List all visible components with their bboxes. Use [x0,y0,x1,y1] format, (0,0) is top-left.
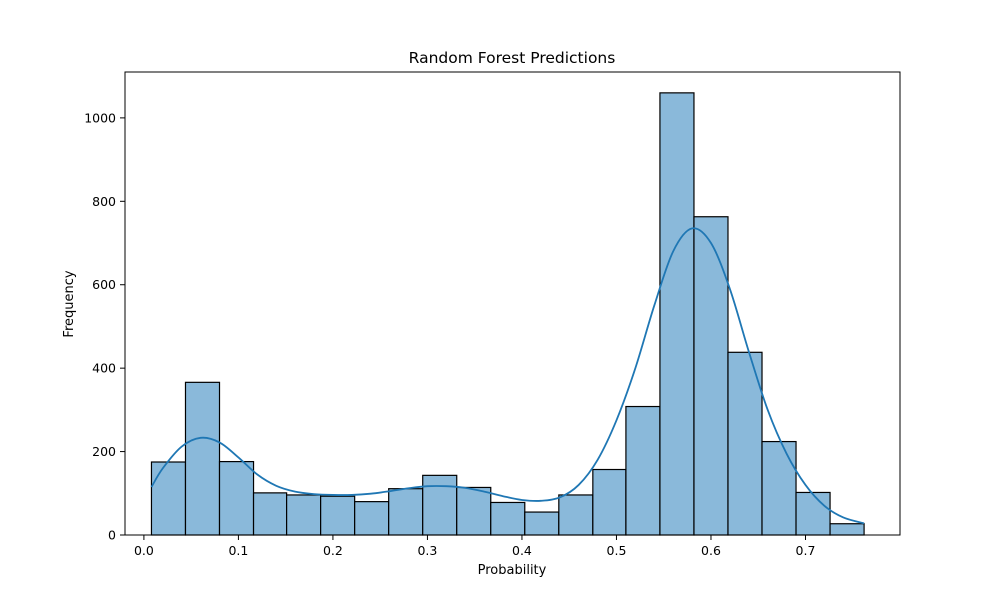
histogram-bar [422,474,458,536]
histogram-bar [388,488,424,536]
chart-title: Random Forest Predictions [409,49,616,67]
y-tick-label: 0 [108,528,116,543]
x-tick-label: 0.7 [796,543,816,558]
histogram-bar [320,495,356,536]
y-tick-label: 200 [92,444,116,459]
x-tick-label: 0.1 [228,543,248,558]
histogram-bar [592,468,627,536]
histogram-bar [354,501,390,536]
x-tick-label: 0.4 [512,543,532,558]
histogram-bar [558,494,594,536]
histogram-bar [659,92,695,536]
histogram-bar [286,494,322,536]
y-tick-label: 1000 [84,110,116,125]
histogram-bar [252,492,288,536]
kde-curve [150,227,865,525]
histogram-bars [150,92,865,536]
y-axis: 0 200 400 600 800 1000 [84,110,125,543]
histogram-bar [184,381,221,536]
histogram-bar [761,440,797,536]
histogram-bar [795,491,831,536]
histogram-bar [490,501,526,536]
x-tick-label: 0.0 [134,543,154,558]
histogram-bar [456,486,492,536]
histogram-bar [218,460,255,536]
x-tick-label: 0.3 [417,543,437,558]
x-axis: 0.0 0.1 0.2 0.3 0.4 0.5 0.6 0.7 [134,535,815,558]
y-tick-label: 800 [92,194,116,209]
plot-frame [124,71,901,536]
y-axis-label: Frequency [62,270,77,337]
histogram-bar [150,461,187,536]
x-tick-label: 0.6 [701,543,721,558]
histogram-bar [524,511,560,536]
y-tick-label: 600 [92,277,116,292]
x-tick-label: 0.2 [323,543,343,558]
x-axis-label: Probability [478,563,547,578]
histogram-bar [625,405,661,536]
x-tick-label: 0.5 [607,543,627,558]
histogram-bar [693,216,729,536]
histogram-bar [829,523,865,536]
y-tick-label: 400 [92,361,116,376]
histogram-bar [727,351,763,536]
